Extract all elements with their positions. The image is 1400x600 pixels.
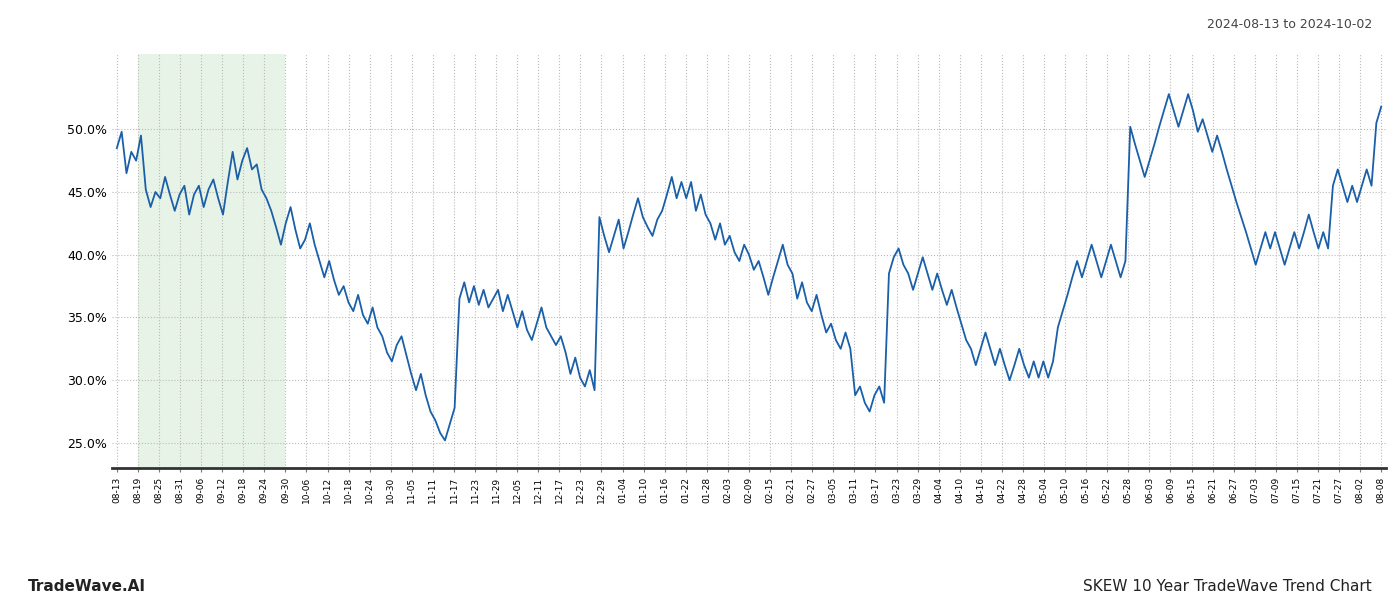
Text: 2024-08-13 to 2024-10-02: 2024-08-13 to 2024-10-02	[1207, 18, 1372, 31]
Text: TradeWave.AI: TradeWave.AI	[28, 579, 146, 594]
Text: SKEW 10 Year TradeWave Trend Chart: SKEW 10 Year TradeWave Trend Chart	[1084, 579, 1372, 594]
Bar	[137, 54, 286, 468]
